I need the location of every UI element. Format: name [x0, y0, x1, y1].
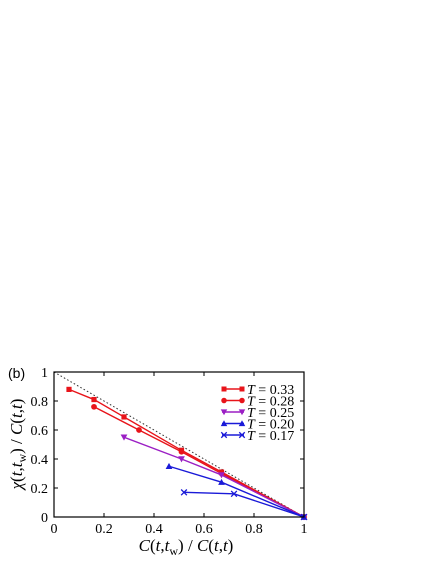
y-tick-label: 0.4: [31, 453, 49, 468]
x-tick-label: 0.2: [95, 522, 113, 537]
legend-label: T = 0.28: [247, 395, 294, 410]
data-point: [91, 396, 97, 403]
x-tick-label: 0: [51, 522, 58, 537]
legend-label-value: = 0.28: [255, 395, 294, 410]
legend-label-var: T: [247, 383, 256, 398]
legend-label-var: T: [247, 429, 256, 444]
data-point: [121, 414, 127, 420]
y-tick-label: 0: [41, 511, 48, 526]
x-tick-label: 1: [301, 522, 308, 537]
data-point: [218, 478, 225, 485]
data-point: [136, 427, 142, 433]
x-tick-label: 0.6: [195, 522, 213, 537]
x-axis-label: C(t,tw) / C(t,t): [139, 536, 234, 558]
legend-item: T = 0.25: [220, 406, 294, 421]
data-point: [178, 448, 185, 455]
legend-label: T = 0.20: [247, 418, 294, 433]
legend-item: T = 0.28: [221, 395, 294, 410]
y-tick-label: 0.6: [31, 424, 49, 439]
legend-item: T = 0.20: [220, 418, 294, 433]
plot-frame: [53, 371, 305, 518]
legend-label-var: T: [247, 406, 256, 421]
legend: T = 0.33T = 0.28T = 0.25T = 0.20T = 0.17: [220, 383, 294, 444]
data-point: [239, 386, 245, 392]
series-3: [120, 434, 308, 521]
data-point: [66, 386, 72, 392]
legend-label-value: = 0.17: [255, 429, 294, 444]
x-tick-label: 0.4: [145, 522, 163, 537]
data-point: [91, 403, 97, 410]
legend-label: T = 0.25: [247, 406, 294, 421]
y-tick-label: 0.2: [31, 482, 49, 497]
data-point: [180, 489, 188, 496]
legend-label: T = 0.33: [247, 383, 294, 398]
legend-label: T = 0.17: [247, 429, 294, 444]
reference-line: [53, 371, 305, 518]
data-point: [165, 462, 173, 469]
legend-label-value: = 0.25: [255, 406, 294, 421]
y-axis-label: χ(t,tw) / C(t,t): [7, 399, 29, 492]
ticks-layer: 0 0.2 0.4 0.6 0.8 1 0 0.2 0.4 0.6 0.8 1: [31, 366, 308, 537]
data-point: [238, 409, 246, 416]
data-point: [220, 420, 228, 427]
data-point: [221, 386, 227, 392]
data-point: [220, 409, 228, 416]
legend-label-var: T: [247, 395, 256, 410]
data-point: [238, 420, 246, 427]
data-point: [238, 431, 246, 439]
y-tick-label: 0.8: [31, 395, 49, 410]
data-point: [218, 472, 225, 479]
series-line: [123, 436, 305, 518]
legend-item: T = 0.33: [221, 383, 294, 398]
data-point: [230, 490, 238, 498]
series-line: [68, 388, 305, 518]
y-tick-label: 1: [41, 366, 48, 381]
data-point: [220, 431, 228, 439]
series-line: [183, 491, 305, 518]
legend-label-var: T: [247, 418, 256, 433]
data-point: [120, 434, 128, 441]
data-point: [239, 397, 245, 404]
data-point: [178, 456, 185, 463]
x-tick-label: 0.8: [245, 522, 263, 537]
panel-label: (b): [8, 365, 25, 381]
series-5: [180, 489, 308, 521]
series-layer: [66, 386, 308, 521]
legend-label-value: = 0.20: [255, 418, 294, 433]
data-point: [221, 397, 227, 404]
legend-item: T = 0.17: [220, 429, 294, 444]
legend-label-value: = 0.33: [255, 383, 294, 398]
